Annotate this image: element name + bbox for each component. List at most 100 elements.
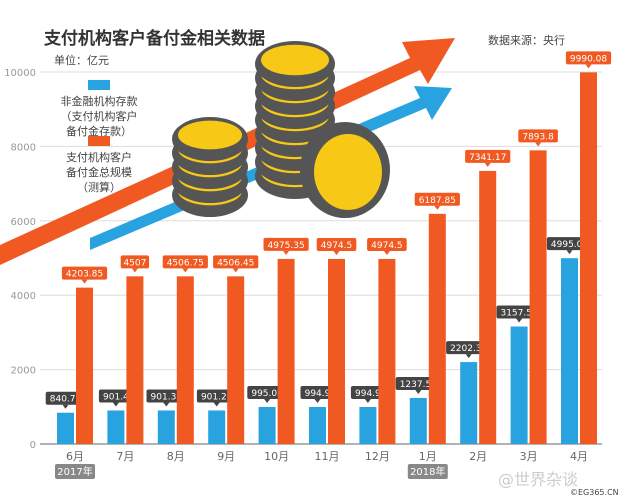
data-label: 1237.57 — [400, 380, 437, 390]
data-label-bg — [146, 389, 187, 403]
data-label: 9990.08 — [570, 54, 607, 64]
data-label: 994.9 — [305, 389, 331, 399]
x-tick-label: 2月 — [469, 450, 487, 463]
orange-bar — [378, 258, 396, 444]
data-label-pointer — [364, 398, 371, 403]
data-label-pointer — [213, 402, 220, 407]
data-label: 4995.04 — [551, 240, 588, 250]
unit-label: 单位：亿元 — [54, 54, 109, 67]
data-label-bg — [120, 255, 150, 269]
blue-bar — [409, 397, 427, 444]
orange-bar — [227, 276, 245, 444]
watermark: @世界杂谈 — [498, 470, 579, 489]
data-label-pointer — [383, 250, 390, 255]
y-tick-label: 2000 — [11, 366, 36, 377]
coin — [314, 134, 382, 210]
year-badge — [407, 464, 448, 479]
x-tick-label: 6月 — [66, 450, 84, 463]
data-label-pointer — [62, 404, 69, 409]
data-label-bg — [45, 391, 86, 405]
data-label-bg — [518, 129, 558, 143]
orange-bar — [428, 213, 446, 444]
data-label-bg — [367, 237, 407, 251]
data-label-pointer — [314, 398, 321, 403]
orange-bar — [479, 170, 497, 444]
blue-bar — [359, 406, 377, 444]
orange-bar — [277, 258, 295, 444]
data-label: 840.77 — [50, 395, 82, 405]
data-label: 7893.8 — [522, 132, 554, 142]
data-label-pointer — [232, 268, 239, 273]
data-label-pointer — [585, 64, 592, 69]
data-label: 2202.35 — [450, 344, 487, 354]
x-tick-label: 10月 — [264, 450, 289, 463]
x-tick-label: 8月 — [167, 450, 185, 463]
blue-bar — [460, 362, 478, 444]
x-tick-label: 12月 — [365, 450, 390, 463]
data-label: 4974.5 — [371, 241, 403, 251]
data-label: 4974.5 — [321, 241, 353, 251]
data-label: 995.07 — [251, 389, 283, 399]
y-tick-label: 0 — [30, 440, 36, 451]
coin-stack-icon — [172, 41, 390, 218]
data-label-pointer — [182, 268, 189, 273]
data-label-pointer — [112, 402, 119, 407]
data-label-pointer — [415, 389, 422, 394]
x-tick-label: 1月 — [419, 450, 437, 463]
y-tick-label: 6000 — [11, 217, 36, 228]
orange-bar — [76, 287, 93, 444]
coin — [178, 120, 242, 150]
data-label: 4507 — [123, 258, 146, 268]
chart-title: 支付机构客户备付金相关数据 — [44, 29, 265, 49]
data-label-pointer — [333, 250, 340, 255]
x-tick-label: 11月 — [315, 450, 340, 463]
blue-bar — [157, 410, 175, 444]
year-label: 2018年 — [410, 465, 445, 478]
data-label-bg — [414, 192, 460, 206]
data-label-bg — [162, 255, 208, 269]
data-label: 4506.75 — [167, 258, 204, 268]
data-label: 6187.85 — [419, 196, 456, 206]
x-tick-label: 3月 — [520, 450, 538, 463]
legend-swatch-orange — [88, 136, 110, 146]
data-label-bg — [263, 237, 309, 251]
data-label: 901.35 — [151, 392, 183, 402]
copyright: ©EG365.CN — [570, 488, 619, 497]
blue-bar — [258, 406, 276, 444]
year-badge — [55, 464, 95, 479]
data-label: 4203.85 — [66, 270, 103, 280]
data-label-pointer — [283, 250, 290, 255]
x-tick-label: 4月 — [570, 450, 588, 463]
data-label: 4506.45 — [217, 258, 254, 268]
data-label-bg — [300, 385, 335, 399]
data-label-bg — [350, 385, 385, 399]
data-label-bg — [465, 149, 511, 163]
blue-bar — [107, 410, 125, 444]
data-label-pointer — [131, 268, 138, 273]
data-label-pointer — [264, 398, 271, 403]
source-label: 数据来源：央行 — [488, 34, 565, 47]
data-label-pointer — [516, 318, 523, 323]
data-label-bg — [98, 389, 133, 403]
data-label: 7341.17 — [469, 153, 506, 163]
data-label-pointer — [566, 250, 573, 255]
year-label: 2017年 — [57, 465, 92, 478]
data-label-bg — [565, 51, 612, 65]
data-label: 901.4 — [103, 392, 129, 402]
orange-bar — [580, 72, 597, 445]
data-label-bg — [247, 385, 287, 399]
data-label-bg — [316, 237, 357, 251]
data-label-pointer — [535, 142, 542, 147]
blue-bar — [510, 326, 528, 444]
x-tick-label: 9月 — [217, 450, 235, 463]
data-label: 3157.52 — [500, 309, 537, 319]
orange-bar — [126, 276, 144, 444]
data-label-pointer — [81, 279, 88, 284]
data-label-pointer — [434, 205, 441, 210]
data-label-pointer — [484, 162, 491, 167]
data-label-pointer — [465, 354, 472, 359]
x-tick-label: 7月 — [116, 450, 134, 463]
data-label-pointer — [163, 402, 170, 407]
